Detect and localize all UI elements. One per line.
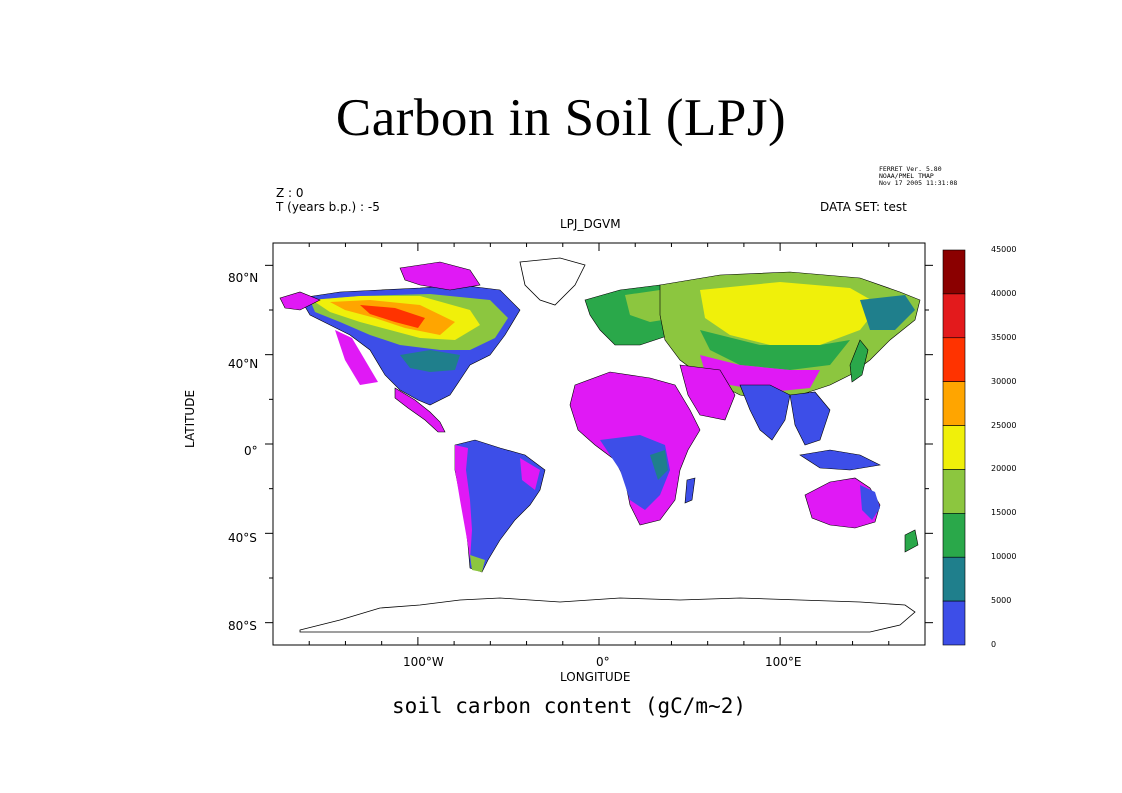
colorbar-level-label: 20000 bbox=[991, 464, 1017, 474]
axis-ticks bbox=[265, 243, 933, 645]
colorbar-box bbox=[942, 293, 966, 339]
x-axis-label: LONGITUDE bbox=[560, 670, 631, 684]
ferret-version: FERRET Ver. 5.80 bbox=[879, 165, 942, 173]
sa-south-tip bbox=[470, 555, 485, 572]
africa-central bbox=[600, 435, 670, 510]
alaska bbox=[279, 291, 321, 311]
colorbar-level-label: 25000 bbox=[991, 420, 1017, 430]
colorbar-level-label: 30000 bbox=[991, 376, 1017, 386]
colorbar-box bbox=[942, 556, 966, 602]
colorbar-level-label: 5000 bbox=[991, 596, 1012, 606]
antarctica bbox=[299, 597, 916, 633]
y-tick-label-40n: 40°N bbox=[228, 357, 259, 371]
na-red bbox=[360, 305, 425, 328]
land-layer bbox=[279, 257, 921, 633]
new-zealand bbox=[904, 529, 919, 553]
greenland bbox=[519, 257, 586, 306]
colorbar-level-label: 15000 bbox=[991, 508, 1017, 518]
ferret-org: NOAA/PMEL TMAP bbox=[879, 172, 934, 180]
sa-west-magenta bbox=[455, 445, 472, 560]
y-tick-label-0: 0° bbox=[244, 444, 258, 458]
z-label: Z : 0 bbox=[276, 186, 304, 200]
dataset-label: DATA SET: test bbox=[820, 200, 907, 214]
colorbar-box bbox=[942, 381, 966, 426]
australia-east bbox=[860, 485, 880, 520]
madagascar bbox=[684, 477, 696, 504]
central-america bbox=[394, 387, 446, 433]
caption: soil carbon content (gC/m~2) bbox=[392, 694, 747, 718]
india bbox=[739, 384, 791, 441]
se-asia bbox=[789, 391, 831, 446]
slide-title: Carbon in Soil (LPJ) bbox=[335, 89, 787, 147]
na-magenta-west bbox=[335, 330, 378, 385]
japan bbox=[849, 339, 869, 383]
middle-east bbox=[679, 364, 736, 421]
x-tick-label-100w: 100°W bbox=[403, 655, 444, 669]
colorbar-box bbox=[942, 513, 966, 558]
colorbar-box bbox=[942, 425, 966, 470]
plot-title: LPJ_DGVM bbox=[560, 217, 621, 231]
colorbar-level-label: 10000 bbox=[991, 552, 1017, 562]
colorbar-level-label: 0 bbox=[991, 640, 997, 649]
sa-east-magenta bbox=[520, 458, 540, 490]
colorbar-box bbox=[942, 249, 966, 295]
colorbar-box bbox=[942, 600, 966, 646]
ferret-date: Nov 17 2005 11:31:08 bbox=[879, 179, 958, 187]
x-tick-label-100e: 100°E bbox=[765, 655, 802, 669]
arctic-islands bbox=[399, 261, 481, 291]
y-tick-label-80s: 80°S bbox=[228, 619, 257, 633]
colorbar-box bbox=[942, 469, 966, 514]
colorbar-level-label: 40000 bbox=[991, 288, 1017, 298]
colorbar-level-label: 45000 bbox=[991, 245, 1017, 254]
x-tick-label-0: 0° bbox=[596, 655, 610, 669]
t-label: T (years b.p.) : -5 bbox=[276, 200, 380, 214]
asia-yellow bbox=[700, 282, 880, 345]
colorbar-box bbox=[942, 337, 966, 382]
siberia-teal bbox=[860, 295, 915, 330]
asia-magenta-center bbox=[700, 355, 820, 392]
indonesia bbox=[799, 449, 881, 471]
colorbar-level-label: 35000 bbox=[991, 332, 1017, 342]
asia-green-south bbox=[700, 330, 850, 370]
na-teal bbox=[400, 350, 460, 372]
colorbar bbox=[942, 249, 966, 646]
y-tick-label-80n: 80°N bbox=[228, 271, 259, 285]
y-tick-label-40s: 40°S bbox=[228, 531, 257, 545]
y-axis-label: LATITUDE bbox=[183, 389, 197, 448]
africa-teal bbox=[650, 450, 668, 480]
